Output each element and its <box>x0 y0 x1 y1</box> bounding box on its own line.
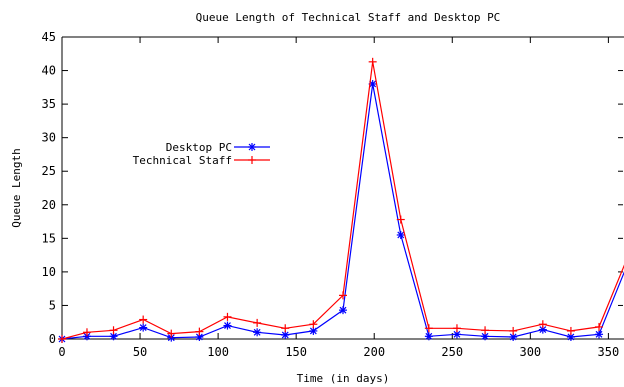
y-tick-label: 40 <box>42 64 56 78</box>
y-tick-label: 25 <box>42 164 56 178</box>
data-point-technical-staff <box>82 328 91 337</box>
data-point-desktop-pc <box>82 332 91 341</box>
y-tick-label: 45 <box>42 30 56 44</box>
x-tick-label: 150 <box>285 345 307 359</box>
data-point-technical-staff <box>481 326 490 335</box>
data-point-technical-staff <box>424 324 433 333</box>
data-point-desktop-pc <box>396 230 405 239</box>
data-point-technical-staff <box>253 318 262 327</box>
y-axis-label: Queue Length <box>10 148 23 227</box>
data-point-technical-staff <box>109 326 118 335</box>
data-point-technical-staff <box>566 326 575 335</box>
x-tick-label: 200 <box>363 345 385 359</box>
legend-label-technical-staff: Technical Staff <box>133 154 232 167</box>
data-point-desktop-pc <box>253 328 262 337</box>
y-tick-label: 20 <box>42 198 56 212</box>
x-tick-label: 0 <box>58 345 65 359</box>
data-point-desktop-pc <box>223 321 232 330</box>
data-point-desktop-pc <box>309 326 318 335</box>
y-tick-label: 30 <box>42 131 56 145</box>
data-point-desktop-pc <box>424 332 433 341</box>
data-point-desktop-pc <box>281 330 290 339</box>
data-point-technical-staff <box>396 215 405 224</box>
y-tick-label: 15 <box>42 231 56 245</box>
data-point-technical-staff <box>58 335 66 343</box>
data-point-technical-staff <box>339 291 347 300</box>
data-point-technical-staff <box>368 57 377 66</box>
y-tick-label: 35 <box>42 97 56 111</box>
x-tick-label: 250 <box>441 345 463 359</box>
data-point-technical-staff <box>509 326 518 335</box>
data-point-technical-staff <box>281 324 290 333</box>
data-point-technical-staff <box>167 329 176 338</box>
data-point-technical-staff <box>538 320 547 329</box>
y-tick-label: 10 <box>42 265 56 279</box>
data-point-technical-staff <box>195 327 204 336</box>
x-tick-label: 100 <box>207 345 229 359</box>
x-tick-label: 300 <box>519 345 541 359</box>
x-axis-label: Time (in days) <box>297 372 390 385</box>
x-tick-label: 50 <box>133 345 147 359</box>
data-point-technical-staff <box>223 312 232 321</box>
legend-marker-desktop-pc <box>248 143 256 151</box>
y-tick-label: 5 <box>49 298 56 312</box>
series-line-desktop-pc <box>62 83 624 340</box>
x-tick-label: 350 <box>598 345 620 359</box>
plot-area: 0 5 10 15 20 25 30 35 40 45 0 50 100 150 200 250 300 350 <box>42 30 624 359</box>
chart-title: Queue Length of Technical Staff and Desk… <box>196 11 501 24</box>
data-point-technical-staff <box>139 315 148 324</box>
data-point-desktop-pc <box>139 323 148 332</box>
data-point-technical-staff <box>595 322 604 331</box>
data-point-technical-staff <box>452 324 461 333</box>
y-tick-label: 0 <box>49 332 56 346</box>
data-point-technical-staff <box>309 320 318 329</box>
data-point-desktop-pc <box>595 330 604 339</box>
legend-label-desktop-pc: Desktop PC <box>166 141 232 154</box>
legend-marker-technical-staff <box>248 156 256 164</box>
data-point-desktop-pc <box>339 306 347 315</box>
